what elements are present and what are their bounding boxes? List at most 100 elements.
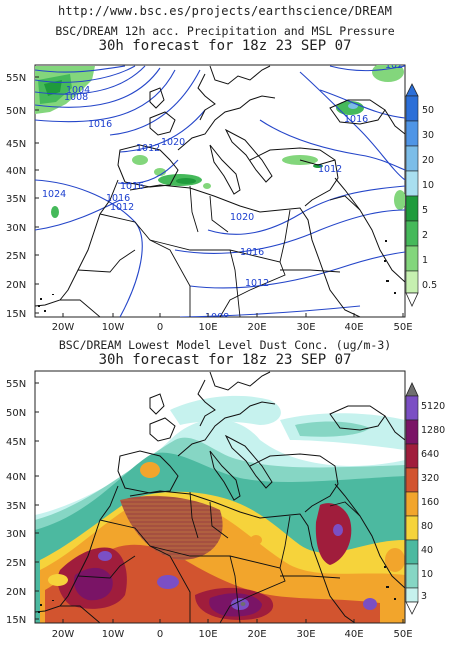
colorbar-label: 80 [421, 521, 433, 532]
colorbar-label: 50 [422, 105, 434, 116]
colorbar-swatch [405, 443, 419, 469]
lon-label: 10E [198, 322, 217, 333]
isobar-label: 1016 [106, 193, 130, 204]
lon-label: 30E [296, 322, 315, 333]
colorbar-swatch [405, 95, 419, 122]
isobar-label: 1012 [110, 202, 134, 213]
colorbar-arrow-top [405, 83, 419, 97]
precip-ticks [35, 76, 404, 317]
lat-label: 25N [6, 251, 26, 262]
lat-label: 30N [6, 529, 26, 540]
colorbar-swatch [405, 195, 419, 222]
lon-label: 40E [344, 629, 363, 640]
isobar-label: 1016 [120, 181, 144, 192]
lat-label: 40N [6, 166, 26, 177]
colorbar-label: 640 [421, 449, 439, 460]
lat-label: 35N [6, 194, 26, 205]
lat-label: 35N [6, 501, 26, 512]
precip-subtitle: 30h forecast for 18z 23 SEP 07 [98, 38, 352, 54]
dust-borders [60, 491, 361, 623]
isobar-label: 1024 [42, 189, 66, 200]
colorbar-swatch [405, 587, 419, 603]
lon-label: 50E [393, 322, 412, 333]
isobar-label: 1012 [245, 278, 269, 289]
isobar-label: 1008 [64, 92, 88, 103]
lon-label: 20E [247, 629, 266, 640]
dust-fill [35, 395, 405, 623]
dust-colorbar: 5120 1280 640 320 160 80 40 10 3 [405, 382, 445, 615]
colorbar-label: 30 [422, 130, 434, 141]
colorbar-swatch [405, 145, 419, 172]
dust-coastlines [35, 371, 405, 623]
precip-lon-labels: 20W 10W 0 10E 20E 30E 40E 50E [52, 322, 413, 333]
colorbar-swatch [405, 270, 419, 294]
isobar-label: 1016 [88, 119, 112, 130]
lat-label: 15N [6, 615, 26, 626]
dust-map: 55N 50N 45N 40N 35N 30N 25N 20N 15N 20W … [6, 370, 445, 640]
colorbar-label: 160 [421, 497, 439, 508]
colorbar-swatch [405, 170, 419, 197]
isobar-labels: 1004 1008 1016 1020 1012 1016 1024 1016 … [42, 60, 409, 323]
colorbar-swatch [405, 515, 419, 541]
isobar-label: 1008 [205, 312, 229, 323]
colorbar-label: 40 [421, 545, 433, 556]
isobar-label: 1020 [230, 212, 254, 223]
colorbar-label: 1 [422, 255, 428, 266]
dust-lon-labels: 20W 10W 0 10E 20E 30E 40E 50E [52, 629, 413, 640]
isobar-label: 1012 [318, 164, 342, 175]
lon-label: 20W [52, 322, 75, 333]
colorbar-arrow-bottom [405, 601, 419, 615]
isobar-label: 1016 [344, 114, 368, 125]
lat-label: 55N [6, 379, 26, 390]
precip-fill [35, 65, 405, 218]
lon-label: 50E [393, 629, 412, 640]
colorbar-arrow-top [405, 382, 419, 397]
dust-lat-labels: 55N 50N 45N 40N 35N 30N 25N 20N 15N [6, 379, 26, 626]
colorbar-swatch [405, 245, 419, 272]
lon-label: 10W [102, 322, 125, 333]
precip-borders [60, 185, 361, 317]
precip-coastlines [35, 65, 405, 317]
dust-subtitle: 30h forecast for 18z 23 SEP 07 [98, 352, 352, 368]
colorbar-label: 0.5 [422, 280, 437, 291]
colorbar-swatch [405, 467, 419, 493]
colorbar-arrow-bottom [405, 292, 419, 307]
precip-map: 1004 1008 1016 1020 1012 1016 1024 1016 … [6, 60, 437, 333]
dust-islands [38, 566, 396, 613]
colorbar-swatch [405, 220, 419, 247]
dust-ticks [35, 382, 404, 623]
lat-label: 45N [6, 437, 26, 448]
lat-label: 30N [6, 223, 26, 234]
colorbar-label: 10 [422, 180, 434, 191]
lat-label: 15N [6, 309, 26, 320]
colorbar-swatch [405, 491, 419, 517]
colorbar-label: 3 [421, 591, 427, 602]
precip-islands [38, 240, 396, 312]
lon-label: 0 [157, 629, 163, 640]
lat-label: 20N [6, 587, 26, 598]
isobar-label: 1024 [385, 60, 409, 71]
lon-label: 0 [157, 322, 163, 333]
colorbar-swatch [405, 563, 419, 589]
colorbar-label: 10 [421, 569, 433, 580]
colorbar-swatch [405, 395, 419, 421]
colorbar-label: 5 [422, 205, 428, 216]
isobar-label: 1004 [66, 85, 90, 96]
colorbar-swatch [405, 419, 419, 445]
lat-label: 20N [6, 280, 26, 291]
isobar-label: 1020 [161, 137, 185, 148]
lon-label: 20E [247, 322, 266, 333]
isobar-label: 1012 [136, 143, 160, 154]
lon-label: 30E [296, 629, 315, 640]
lat-label: 45N [6, 139, 26, 150]
source-url: http://www.bsc.es/projects/earthscience/… [57, 4, 393, 18]
colorbar-label: 1280 [421, 425, 445, 436]
colorbar-label: 320 [421, 473, 439, 484]
lat-label: 50N [6, 106, 26, 117]
lon-label: 10E [198, 629, 217, 640]
precip-title: BSC/DREAM 12h acc. Precipitation and MSL… [55, 24, 395, 38]
lat-label: 50N [6, 408, 26, 419]
colorbar-label: 20 [422, 155, 434, 166]
lon-label: 20W [52, 629, 75, 640]
